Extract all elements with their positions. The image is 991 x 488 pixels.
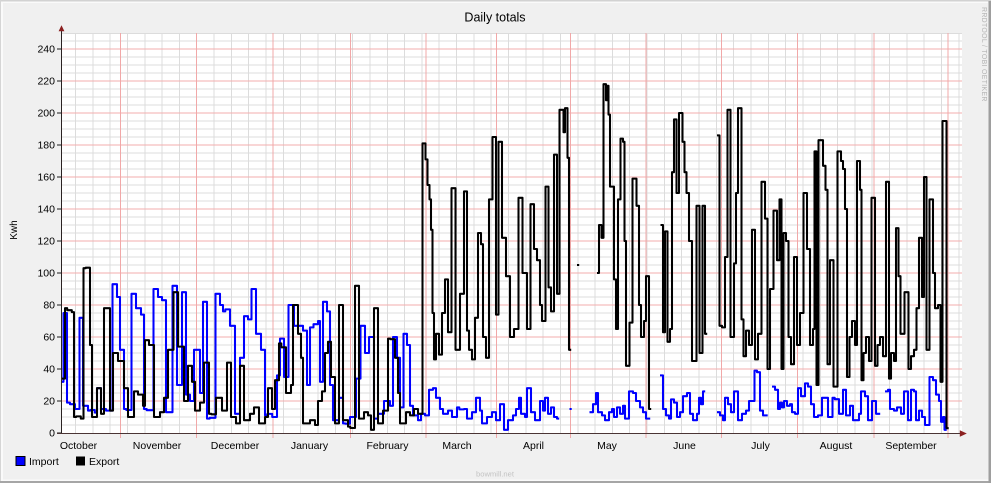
svg-text:100: 100: [37, 268, 55, 280]
svg-text:200: 200: [37, 108, 55, 120]
svg-text:bowmill.net: bowmill.net: [476, 470, 515, 479]
svg-text:160: 160: [37, 172, 55, 184]
svg-text:120: 120: [37, 236, 55, 248]
svg-text:Import: Import: [29, 456, 59, 468]
svg-text:80: 80: [43, 300, 55, 312]
svg-text:60: 60: [43, 332, 55, 344]
svg-text:October: October: [60, 440, 98, 452]
svg-text:April: April: [523, 440, 544, 452]
svg-text:Export: Export: [89, 456, 119, 468]
svg-text:140: 140: [37, 204, 55, 216]
svg-text:August: August: [820, 440, 853, 452]
svg-text:220: 220: [37, 76, 55, 88]
svg-text:January: January: [291, 440, 329, 452]
svg-text:40: 40: [43, 364, 55, 376]
svg-text:180: 180: [37, 140, 55, 152]
svg-text:July: July: [751, 440, 770, 452]
svg-text:May: May: [597, 440, 618, 452]
svg-text:June: June: [673, 440, 696, 452]
svg-text:September: September: [885, 440, 937, 452]
svg-text:Kwh: Kwh: [9, 220, 20, 239]
svg-text:December: December: [211, 440, 260, 452]
svg-text:20: 20: [43, 396, 55, 408]
svg-text:February: February: [366, 440, 409, 452]
svg-text:March: March: [442, 440, 471, 452]
svg-text:RRDTOOL / TOBI OETIKER: RRDTOOL / TOBI OETIKER: [980, 7, 987, 102]
svg-text:November: November: [133, 440, 182, 452]
svg-text:Daily totals: Daily totals: [464, 11, 525, 25]
svg-text:0: 0: [49, 428, 55, 440]
svg-text:240: 240: [37, 44, 55, 56]
